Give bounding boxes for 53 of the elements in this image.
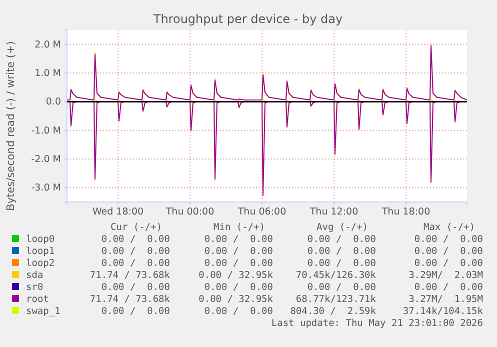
legend-label: sr0 [26,282,44,293]
y-axis-title: Bytes/second read (-) / write (+) [5,41,17,211]
text: 0.00 / 0.00 [414,282,484,293]
text: Avg (-/+) [316,222,368,233]
text: 0.00 / 0.00 [307,234,376,245]
y-tick-label: -2.0 M [31,154,61,166]
x-tick-label: Thu 18:00 [380,206,430,218]
text: Min (-/+) [214,222,265,233]
text: 71.74 / 73.68k [90,270,170,281]
text: 70.45k/126.30k [296,270,376,281]
x-tick-label: Thu 06:00 [236,206,286,218]
y-tick-label: -1.0 M [31,125,61,136]
text: 0.00 / 0.00 [204,234,274,245]
text: 0.00 / 0.00 [101,234,170,245]
chart-title: Throughput per device - by day [152,12,343,26]
y-tick-label: 0.0 [46,96,61,108]
legend-label: loop1 [26,246,55,257]
text: 0.00 / 0.00 [101,282,170,293]
text: 0.00 / 0.00 [204,246,274,257]
text: Last update: Thu May 21 23:01:00 2026 [271,318,484,329]
text: 3.27M/ 1.95M [408,294,484,305]
text: 3.29M/ 2.03M [408,270,484,281]
text: 0.00 / 0.00 [101,246,170,257]
text: 0.00 / 0.00 [414,246,484,257]
text: Max (-/+) [424,222,475,233]
text: 37.14k/104.15k [402,306,484,317]
text: 804.30 / 2.59k [290,306,376,317]
text: 0.00 / 0.00 [101,306,170,317]
text: 0.00 / 0.00 [204,258,274,269]
text: Cur (-/+) [110,222,162,233]
x-tick-label: Thu 12:00 [308,206,358,218]
legend-label: loop2 [26,258,55,269]
text: 0.00 / 0.00 [414,258,484,269]
y-tick-label: 2.0 M [34,39,61,50]
y-tick-label: -3.0 M [31,182,61,194]
text: 0.00 / 0.00 [307,258,376,269]
text: 71.74 / 73.68k [90,294,170,305]
text: 0.00 / 32.95k [198,270,274,281]
text: 0.00 / 0.00 [204,282,274,293]
text: 0.00 / 0.00 [307,282,376,293]
legend-label: root [26,294,49,305]
legend-label: swap_1 [26,306,61,317]
y-tick-label: 1.0 M [34,68,61,80]
x-tick-label: Wed 18:00 [92,206,144,218]
legend-label: sda [26,270,44,281]
text: 0.00 / 0.00 [414,234,484,245]
text: 68.77k/123.71k [296,294,376,305]
text: 0.00 / 32.95k [198,294,274,305]
text: 0.00 / 0.00 [101,258,170,269]
text: 0.00 / 0.00 [204,306,274,317]
legend-label: loop0 [26,234,55,245]
x-tick-label: Thu 00:00 [164,206,214,218]
text: 0.00 / 0.00 [307,246,376,257]
